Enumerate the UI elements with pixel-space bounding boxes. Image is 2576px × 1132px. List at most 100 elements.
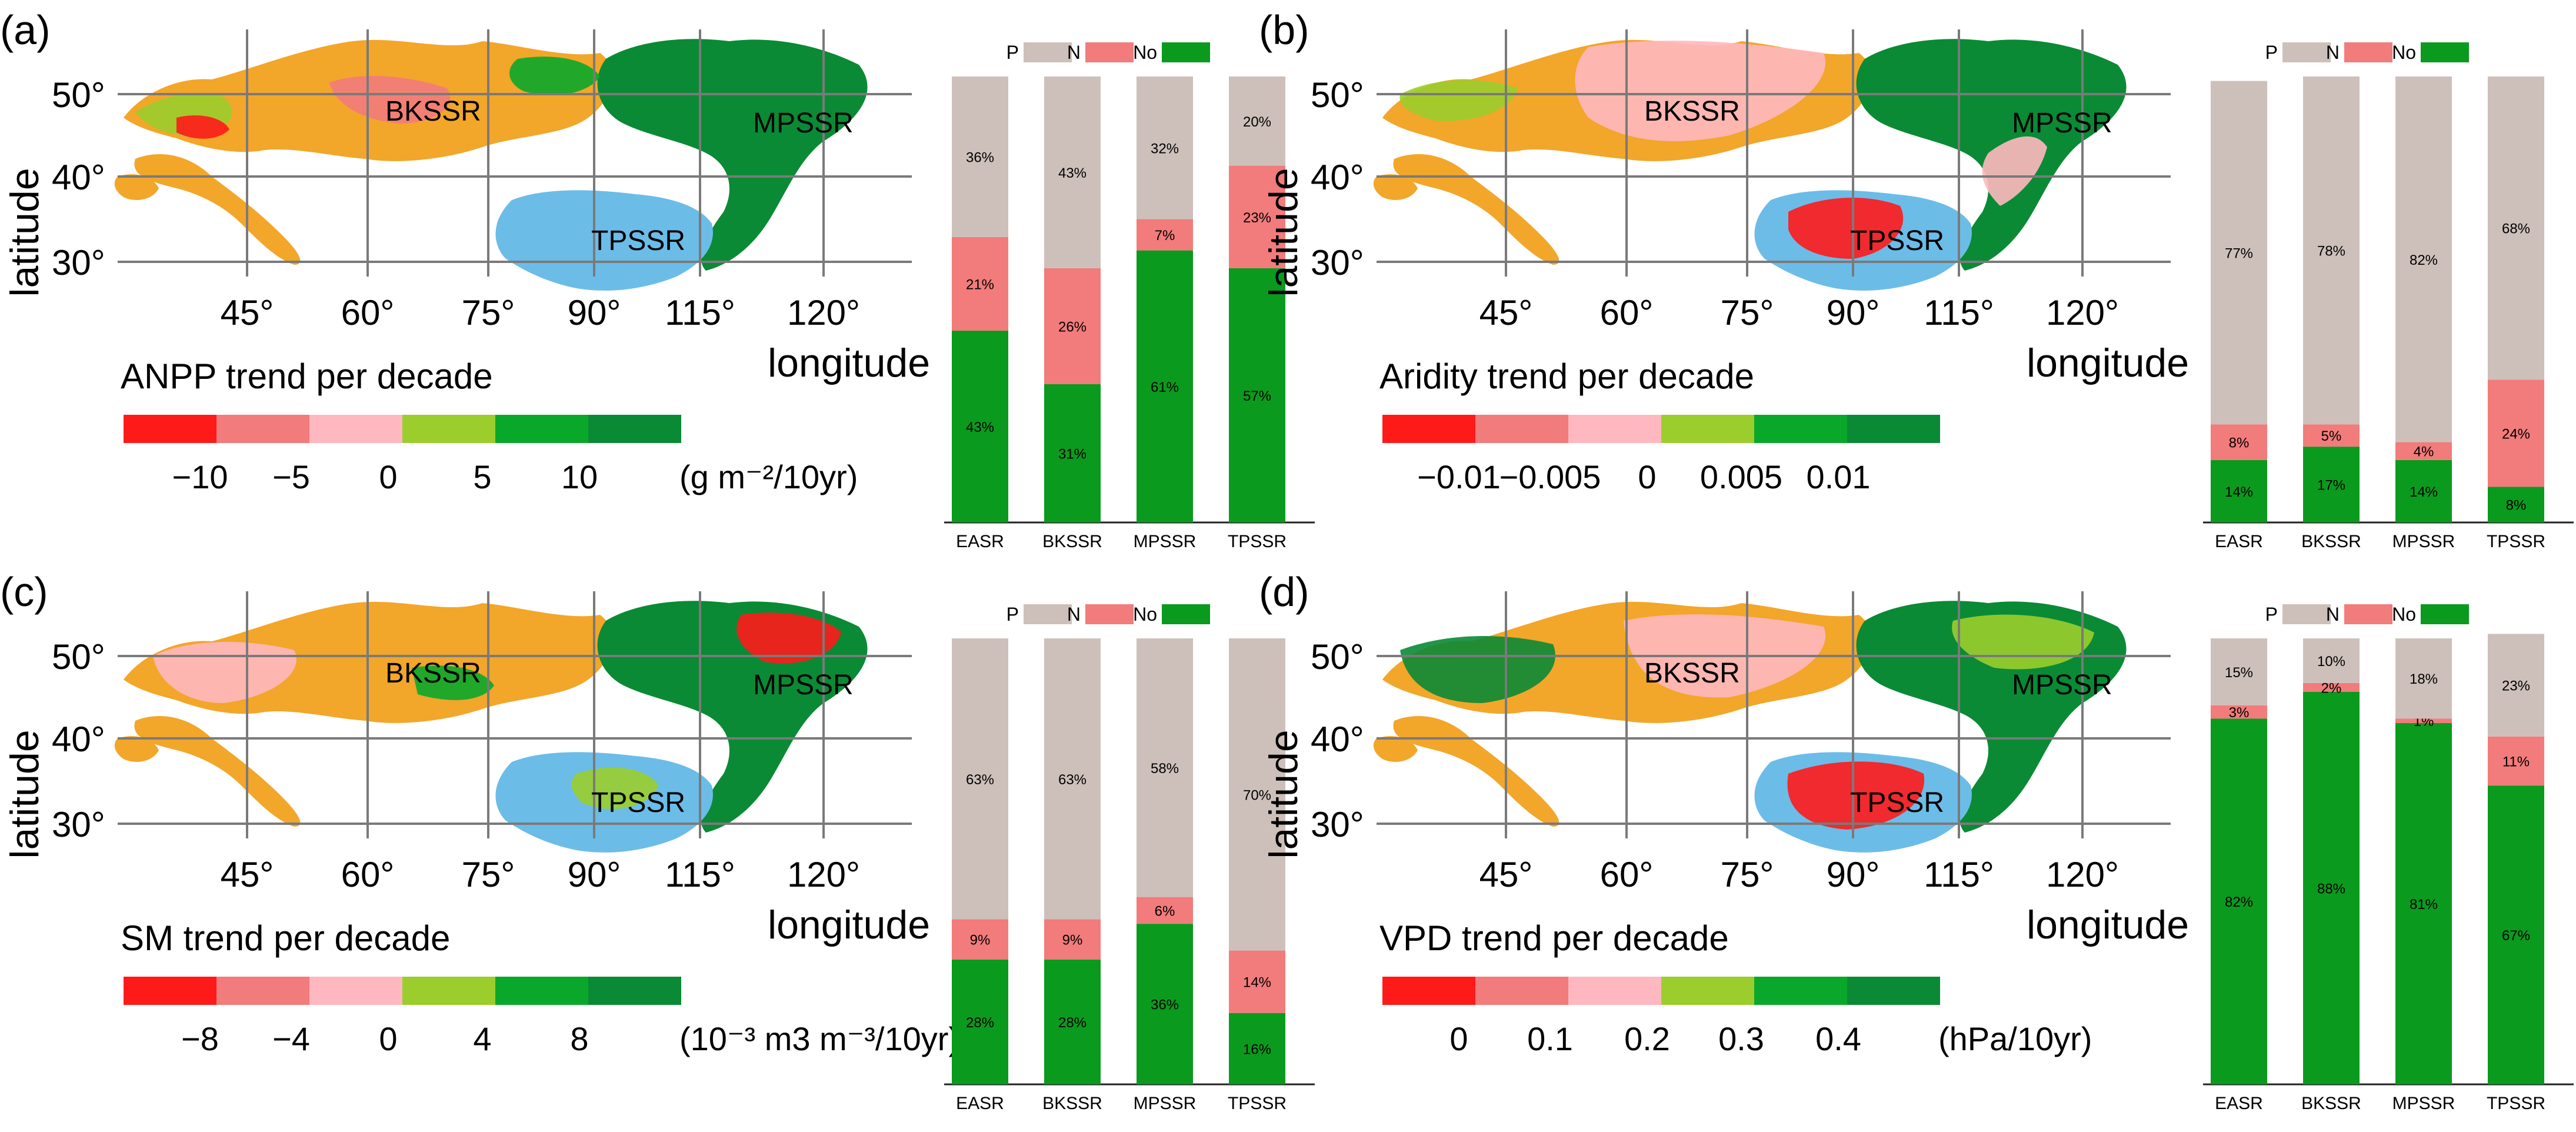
bar-segment-n-easr <box>952 237 1008 331</box>
bar-segment-n-easr <box>2211 424 2267 460</box>
bar-segment-n-mpssr <box>2395 718 2452 724</box>
bar-value-label: 63% <box>1058 772 1087 788</box>
lon-tick-label: 75° <box>1721 855 1774 894</box>
color-scale-tick: 0.01 <box>1807 458 1871 495</box>
lat-tick-label: 40° <box>52 720 105 759</box>
bar-segment-no-bkssr <box>1044 959 1101 1084</box>
lon-tick-label: 90° <box>1827 293 1880 332</box>
color-scale: −8 −4 0 4 8 (10⁻³ m3 m⁻³/10yr) <box>124 977 959 1057</box>
legend-swatch-n <box>2344 604 2392 624</box>
color-scale-unit: (10⁻³ m3 m⁻³/10yr) <box>679 1020 959 1057</box>
lon-tick-label: 115° <box>665 855 735 894</box>
lon-tick-label: 90° <box>568 855 621 894</box>
lon-tick-label: 60° <box>1600 855 1654 894</box>
color-scale-tick: −5 <box>272 458 310 495</box>
bar-value-label: 26% <box>1058 319 1087 335</box>
color-scale-tick: 0 <box>379 1020 397 1057</box>
bar-category-label: BKSSR <box>2301 532 2361 551</box>
bar-value-label: 82% <box>2225 894 2253 910</box>
color-scale-segment <box>216 415 309 443</box>
trend-patch <box>737 612 841 664</box>
bar-value-label: 6% <box>1155 903 1175 919</box>
color-scale-segment <box>1382 415 1475 443</box>
bar-segment-no-bkssr <box>2303 691 2360 1084</box>
bar-segment-no-easr <box>952 331 1008 522</box>
lon-tick-label: 45° <box>1479 855 1533 894</box>
bar-value-label: 43% <box>1058 165 1087 181</box>
land-kazakh <box>1393 154 1559 265</box>
lat-tick-label: 30° <box>52 805 105 844</box>
bar-segment-n-mpssr <box>2395 442 2452 460</box>
lon-tick-label: 115° <box>665 293 735 332</box>
color-scale-segment <box>124 415 216 443</box>
lat-tick-label: 30° <box>1311 243 1364 282</box>
color-scale-segment <box>216 977 309 1005</box>
land-caspian <box>114 174 159 200</box>
bar-segment-n-tpssr <box>2488 379 2544 487</box>
trend-patch <box>329 76 451 124</box>
bar-value-label: 23% <box>1243 210 1271 226</box>
bar-segment-n-tpssr <box>1229 950 1285 1013</box>
bar-segment-p-easr <box>2211 81 2267 425</box>
bar-segment-p-mpssr <box>1137 76 1193 219</box>
lon-tick-label: 75° <box>1721 293 1774 332</box>
bar-value-label: 43% <box>966 419 994 435</box>
legend-label-p: P <box>1007 42 1019 63</box>
bar-segment-p-bkssr <box>2303 76 2360 425</box>
bar-segment-p-tpssr <box>2488 634 2544 737</box>
lat-tick-label: 50° <box>1311 637 1364 677</box>
bar-category-label: TPSSR <box>2487 532 2545 551</box>
bar-category-label: BKSSR <box>2301 1094 2361 1113</box>
bar-value-label: 82% <box>2410 252 2438 268</box>
region-label: BKSSR <box>1644 96 1740 127</box>
color-scale: −0.01−0.005 0 0.005 0.01 <box>1382 415 1940 495</box>
lon-tick-label: 120° <box>2046 293 2119 332</box>
region-label: BKSSR <box>385 658 481 689</box>
bar-value-label: 16% <box>1243 1041 1271 1057</box>
bar-segment-p-tpssr <box>1229 76 1285 166</box>
bar-value-label: 14% <box>2410 484 2438 500</box>
land-caspian <box>1373 736 1418 762</box>
bar-value-label: 4% <box>2414 444 2434 460</box>
trend-patch <box>1788 198 1904 259</box>
lon-tick-label: 45° <box>1479 293 1533 332</box>
trend-patch <box>1982 136 2047 206</box>
map-title: ANPP trend per decade <box>121 357 493 396</box>
land-kazakh <box>1393 715 1559 827</box>
region-label: MPSSR <box>2012 670 2112 701</box>
bar-value-label: 28% <box>966 1015 994 1031</box>
bar-value-label: 63% <box>966 772 994 788</box>
panel-a: (a)50° 40° 30° 45° 60° 75° 90° 115° 120° latitude… <box>0 7 1315 551</box>
bar-value-label: 15% <box>2225 665 2253 681</box>
bar-category-label: MPSSR <box>1134 532 1197 551</box>
bar-value-label: 8% <box>2506 498 2527 514</box>
lon-tick-label: 60° <box>1600 293 1654 332</box>
bar-value-label: 8% <box>2229 435 2250 451</box>
region-label: TPSSR <box>591 787 685 818</box>
bar-category-label: MPSSR <box>2392 1094 2455 1113</box>
legend-swatch-n <box>2344 42 2392 62</box>
color-scale-tick: 0.3 <box>1718 1020 1764 1057</box>
bar-segment-no-easr <box>2211 718 2267 1084</box>
color-scale-tick: 0 <box>379 458 397 495</box>
bar-value-label: 7% <box>1155 228 1175 244</box>
lon-tick-label: 120° <box>2046 855 2119 894</box>
bar-value-label: 9% <box>1062 933 1083 948</box>
map-b: 50° 40° 30° 45° 60° 75° 90° 115° 120° latitude lon… <box>1261 29 2189 385</box>
bar-value-label: 36% <box>1151 997 1179 1013</box>
legend-label-n: N <box>2326 42 2340 63</box>
bar-value-label: 31% <box>1058 447 1087 462</box>
color-scale-segment <box>1661 977 1754 1005</box>
legend-swatch-p <box>1024 604 1072 624</box>
panel-label: (b) <box>1259 7 1309 53</box>
color-scale-segment <box>1475 415 1568 443</box>
bar-chart-d: P N No82%3%15%EASR88%2%10%BKSSR81%1%18%MPS… <box>2203 604 2574 1113</box>
bar-chart-c: P N No 28% 9% 63% EASR 28% 9% 63% BKSSR 36% 6% 58% MPS… <box>944 604 1315 1113</box>
bar-segment-no-bkssr <box>2303 447 2360 522</box>
trend-patch <box>1787 761 1925 830</box>
color-scale-unit: (hPa/10yr) <box>1938 1020 2092 1057</box>
land-mongolia <box>597 39 868 271</box>
color-scale-segment <box>1661 415 1754 443</box>
bar-category-label: MPSSR <box>2392 532 2455 551</box>
land-kazakh <box>134 715 301 827</box>
